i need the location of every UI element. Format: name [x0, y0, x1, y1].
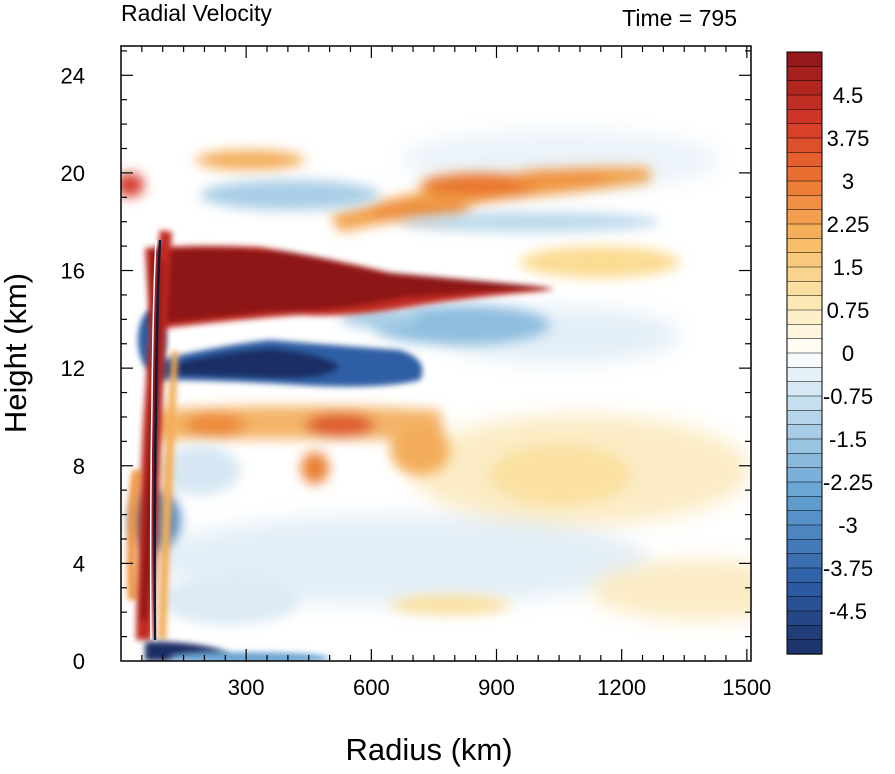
- colorbar-segment: [786, 539, 823, 555]
- colorbar-segment: [786, 496, 823, 512]
- colorbar-segment: [786, 424, 823, 440]
- colorbar-segment: [786, 582, 823, 598]
- x-tick-label: 900: [478, 675, 515, 700]
- colorbar-label: 0.75: [827, 298, 870, 323]
- colorbar-segment: [786, 281, 823, 297]
- colorbar-segment: [786, 109, 823, 125]
- colorbar-segment: [786, 639, 823, 655]
- y-tick-label: 24: [61, 63, 85, 88]
- colorbar-label: -1.5: [829, 427, 867, 452]
- colorbar-segment: [786, 309, 823, 325]
- colorbar-label: 3.75: [827, 126, 870, 151]
- colorbar-segment: [786, 338, 823, 354]
- colorbar-label: 3: [842, 169, 854, 194]
- chart-subtitle: Time = 795: [622, 5, 737, 31]
- colorbar-segment: [786, 51, 823, 67]
- colorbar-label: -4.5: [829, 599, 867, 624]
- colorbar-segment: [786, 381, 823, 397]
- y-tick-label: 16: [61, 259, 85, 284]
- colorbar-segment: [786, 152, 823, 168]
- colorbar-segment: [786, 252, 823, 268]
- colorbar-label: 2.25: [827, 212, 870, 237]
- x-tick-label: 1200: [597, 675, 646, 700]
- y-axis: 0 4 8 12 16 20 24: [61, 50, 751, 674]
- y-axis-label: Height (km): [0, 273, 33, 433]
- colorbar-segment: [786, 266, 823, 282]
- colorbar-segment: [786, 567, 823, 583]
- colorbar-segment: [786, 195, 823, 211]
- colorbar-segment: [786, 94, 823, 110]
- colorbar-segment: [786, 209, 823, 225]
- chart-title: Radial Velocity: [121, 0, 272, 26]
- colorbar-label: -0.75: [823, 384, 873, 409]
- colorbar-segment: [786, 596, 823, 612]
- x-axis: 300 600 900 1200 1500: [141, 46, 771, 700]
- colorbar-label: 1.5: [833, 255, 864, 280]
- colorbar-segment: [786, 324, 823, 340]
- colorbar-segment: [786, 123, 823, 139]
- velocity-field: [121, 46, 751, 661]
- colorbar-label: -3: [838, 513, 858, 538]
- x-tick-label: 1500: [722, 675, 771, 700]
- y-tick-label: 8: [73, 454, 85, 479]
- y-tick-label: 4: [73, 551, 85, 576]
- colorbar: 4.5 3.75 3 2.25 1.5 0.75 0 -0.75 -1.5 -2.25 -3 -3.7…: [786, 51, 873, 655]
- colorbar-label: -2.25: [823, 470, 873, 495]
- colorbar-segment: [786, 352, 823, 368]
- y-tick-label: 0: [73, 649, 85, 674]
- colorbar-segment: [786, 467, 823, 483]
- colorbar-segment: [786, 223, 823, 239]
- colorbar-segment: [786, 481, 823, 497]
- colorbar-segment: [786, 625, 823, 641]
- colorbar-segment: [786, 295, 823, 311]
- colorbar-label: 0: [842, 341, 854, 366]
- colorbar-segment: [786, 137, 823, 153]
- plot-frame: [120, 45, 752, 662]
- colorbar-label: 4.5: [833, 83, 864, 108]
- colorbar-segment: [786, 367, 823, 383]
- colorbar-segment: [786, 524, 823, 540]
- colorbar-frame: [786, 51, 823, 655]
- x-tick-label: 600: [353, 675, 390, 700]
- y-tick-label: 20: [61, 161, 85, 186]
- colorbar-label: -3.75: [823, 556, 873, 581]
- x-axis-label: Radius (km): [345, 732, 512, 767]
- colorbar-segment: [786, 238, 823, 254]
- colorbar-segment: [786, 510, 823, 526]
- colorbar-segment: [786, 453, 823, 469]
- colorbar-segment: [786, 395, 823, 411]
- y-tick-label: 12: [61, 356, 85, 381]
- colorbar-segment: [786, 610, 823, 626]
- colorbar-segment: [786, 553, 823, 569]
- colorbar-segment: [786, 438, 823, 454]
- colorbar-segment: [786, 410, 823, 426]
- colorbar-segment: [786, 180, 823, 196]
- colorbar-segment: [786, 166, 823, 182]
- colorbar-segment: [786, 66, 823, 82]
- x-tick-label: 300: [228, 675, 265, 700]
- colorbar-segment: [786, 80, 823, 96]
